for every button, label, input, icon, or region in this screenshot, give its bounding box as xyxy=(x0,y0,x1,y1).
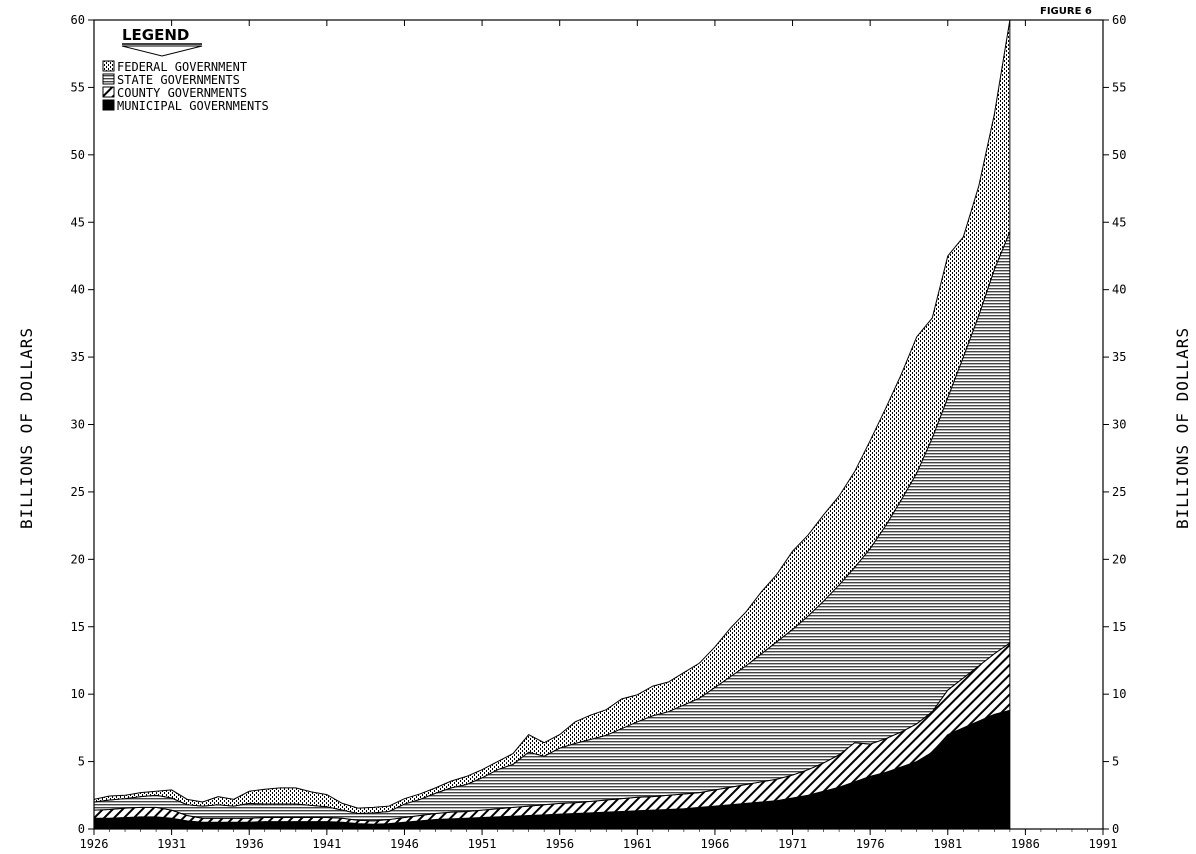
y-tick-label-left: 60 xyxy=(71,13,85,27)
x-tick-label: 1926 xyxy=(80,837,109,851)
stacked-areas xyxy=(94,20,1010,829)
legend-swatch-federal xyxy=(103,61,114,71)
figure-label: FIGURE 6 xyxy=(1040,6,1092,17)
legend-label-municipal: MUNICIPAL GOVERNMENTS xyxy=(117,99,269,113)
y-tick-label-left: 55 xyxy=(71,80,85,94)
x-tick-label: 1956 xyxy=(545,837,574,851)
legend-swatch-municipal xyxy=(103,100,114,110)
x-tick-label: 1966 xyxy=(700,837,729,851)
legend-label-county: COUNTY GOVERNMENTS xyxy=(117,86,247,100)
legend-arrow-icon xyxy=(122,46,202,56)
y-axis-title-left: BILLIONS OF DOLLARS xyxy=(17,327,36,529)
y-tick-label-left: 5 xyxy=(78,755,85,769)
y-tick-label-right: 60 xyxy=(1112,13,1126,27)
x-tick-label: 1951 xyxy=(468,837,497,851)
y-tick-label-right: 0 xyxy=(1112,822,1119,836)
legend-swatch-county xyxy=(103,87,114,97)
legend-swatch-state xyxy=(103,74,114,84)
y-tick-label-left: 50 xyxy=(71,148,85,162)
x-tick-label: 1976 xyxy=(856,837,885,851)
y-tick-label-left: 35 xyxy=(71,350,85,364)
y-tick-label-left: 45 xyxy=(71,215,85,229)
y-tick-label-right: 35 xyxy=(1112,350,1126,364)
x-tick-label: 1941 xyxy=(312,837,341,851)
legend-title: LEGEND xyxy=(122,26,189,44)
y-tick-label-left: 15 xyxy=(71,620,85,634)
x-tick-label: 1971 xyxy=(778,837,807,851)
legend-label-federal: FEDERAL GOVERNMENT xyxy=(117,60,247,74)
y-tick-label-right: 20 xyxy=(1112,552,1126,566)
y-tick-label-left: 40 xyxy=(71,283,85,297)
x-tick-label: 1931 xyxy=(157,837,186,851)
y-tick-label-right: 10 xyxy=(1112,687,1126,701)
y-tick-label-right: 5 xyxy=(1112,755,1119,769)
y-tick-label-left: 30 xyxy=(71,418,85,432)
x-tick-label: 1961 xyxy=(623,837,652,851)
y-tick-label-left: 10 xyxy=(71,687,85,701)
y-tick-label-left: 0 xyxy=(78,822,85,836)
x-tick-label: 1991 xyxy=(1089,837,1118,851)
y-tick-label-right: 15 xyxy=(1112,620,1126,634)
x-tick-label: 1981 xyxy=(933,837,962,851)
x-tick-label: 1936 xyxy=(235,837,264,851)
y-tick-label-right: 50 xyxy=(1112,148,1126,162)
y-tick-label-right: 25 xyxy=(1112,485,1126,499)
y-tick-label-right: 30 xyxy=(1112,418,1126,432)
y-tick-label-left: 20 xyxy=(71,552,85,566)
y-tick-label-right: 45 xyxy=(1112,215,1126,229)
y-tick-label-left: 25 xyxy=(71,485,85,499)
y-axis-title-right: BILLIONS OF DOLLARS xyxy=(1173,327,1192,529)
y-tick-label-right: 40 xyxy=(1112,283,1126,297)
y-tick-label-right: 55 xyxy=(1112,80,1126,94)
x-tick-label: 1946 xyxy=(390,837,419,851)
legend-label-state: STATE GOVERNMENTS xyxy=(117,73,240,87)
x-tick-label: 1986 xyxy=(1011,837,1040,851)
legend: LEGEND FEDERAL GOVERNMENT STATE GOVERNME… xyxy=(103,26,269,113)
